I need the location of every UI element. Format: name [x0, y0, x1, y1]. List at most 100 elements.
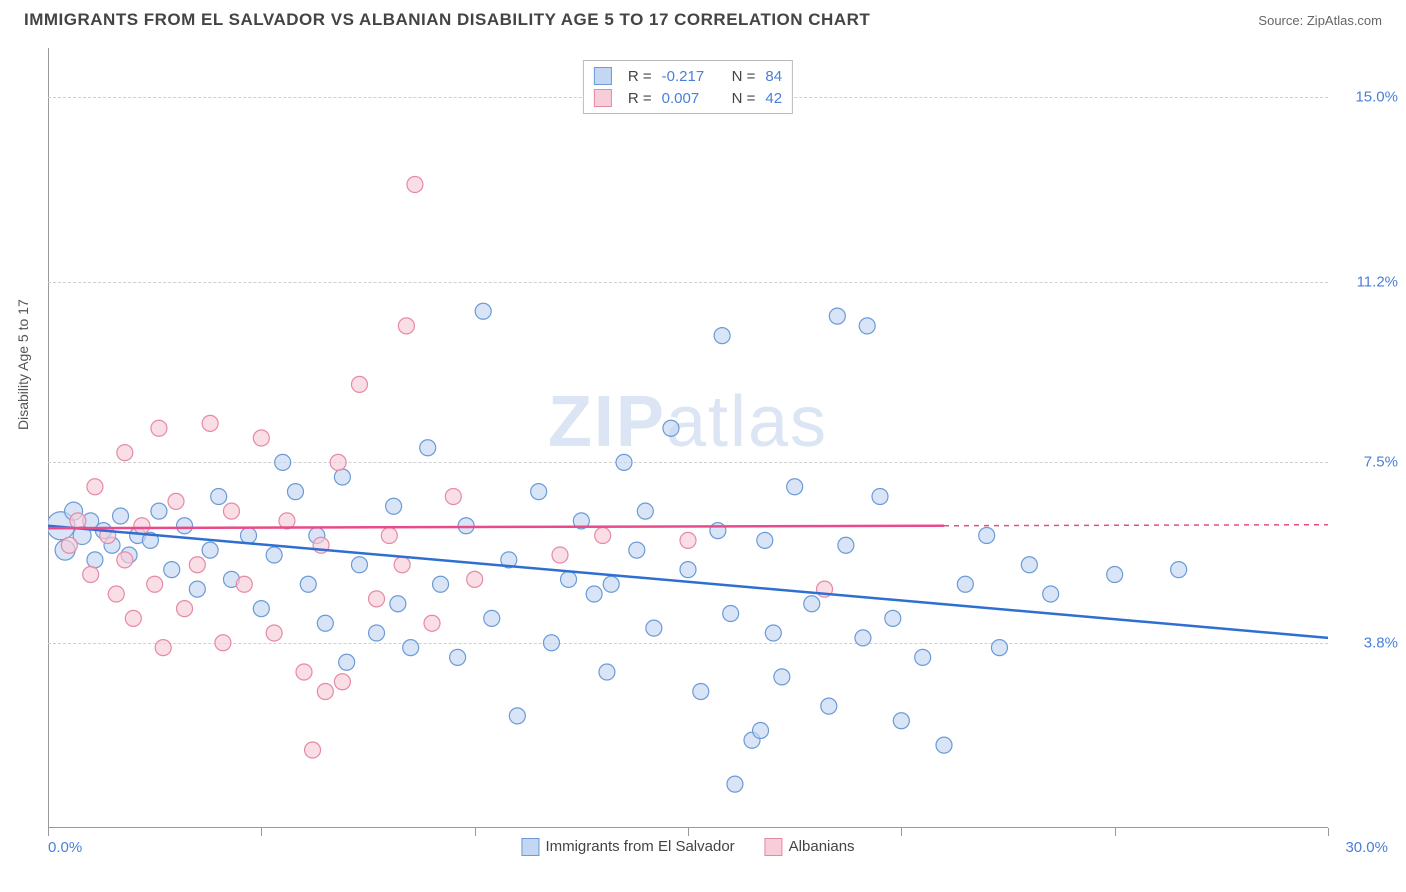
legend-swatch	[594, 89, 612, 107]
data-point-el_salvador	[83, 513, 99, 529]
data-point-albanians	[253, 430, 269, 446]
data-point-el_salvador	[339, 654, 355, 670]
chart-area: ZIPatlas 15.0%11.2%7.5%3.8% 0.0% 30.0% I…	[48, 48, 1328, 828]
x-tick	[1328, 828, 1329, 836]
data-point-el_salvador	[48, 512, 75, 540]
data-point-albanians	[313, 537, 329, 553]
data-point-el_salvador	[757, 532, 773, 548]
data-point-albanians	[817, 581, 833, 597]
watermark: ZIPatlas	[548, 381, 828, 463]
data-point-el_salvador	[369, 625, 385, 641]
data-point-albanians	[87, 479, 103, 495]
correlation-legend: R = -0.217N = 84R = 0.007N = 42	[583, 60, 793, 114]
data-point-el_salvador	[629, 542, 645, 558]
data-point-albanians	[266, 625, 282, 641]
r-label: R =	[628, 68, 652, 85]
x-tick	[901, 828, 902, 836]
data-point-el_salvador	[603, 576, 619, 592]
source-attribution: Source: ZipAtlas.com	[1258, 13, 1382, 28]
data-point-el_salvador	[151, 503, 167, 519]
data-point-el_salvador	[509, 708, 525, 724]
data-point-albanians	[394, 557, 410, 573]
data-point-el_salvador	[287, 484, 303, 500]
data-point-albanians	[680, 532, 696, 548]
data-point-el_salvador	[73, 527, 91, 545]
data-point-el_salvador	[637, 503, 653, 519]
data-point-albanians	[134, 518, 150, 534]
data-point-albanians	[595, 528, 611, 544]
data-point-albanians	[61, 537, 77, 553]
y-tick-label: 7.5%	[1364, 454, 1398, 471]
legend-item: Albanians	[765, 838, 855, 856]
data-point-el_salvador	[804, 596, 820, 612]
data-point-el_salvador	[433, 576, 449, 592]
legend-swatch	[594, 67, 612, 85]
data-point-el_salvador	[390, 596, 406, 612]
gridline	[48, 462, 1328, 463]
data-point-albanians	[189, 557, 205, 573]
data-point-el_salvador	[450, 649, 466, 665]
legend-label: Albanians	[789, 838, 855, 855]
data-point-el_salvador	[223, 571, 239, 587]
data-point-albanians	[279, 513, 295, 529]
data-point-albanians	[70, 513, 86, 529]
legend-item: Immigrants from El Salvador	[521, 838, 734, 856]
data-point-el_salvador	[211, 489, 227, 505]
data-point-el_salvador	[202, 542, 218, 558]
data-point-el_salvador	[334, 469, 350, 485]
data-point-el_salvador	[130, 528, 146, 544]
r-value: 0.007	[662, 90, 722, 107]
data-point-el_salvador	[693, 684, 709, 700]
data-point-el_salvador	[121, 547, 137, 563]
x-tick	[688, 828, 689, 836]
trend-line-albanians	[48, 526, 944, 528]
data-point-albanians	[125, 610, 141, 626]
data-point-el_salvador	[723, 606, 739, 622]
data-point-el_salvador	[95, 523, 111, 539]
data-point-albanians	[177, 601, 193, 617]
data-point-albanians	[83, 567, 99, 583]
data-point-el_salvador	[1021, 557, 1037, 573]
n-label: N =	[732, 68, 756, 85]
data-point-el_salvador	[787, 479, 803, 495]
data-point-el_salvador	[189, 581, 205, 597]
data-point-el_salvador	[484, 610, 500, 626]
data-point-el_salvador	[957, 576, 973, 592]
data-point-el_salvador	[586, 586, 602, 602]
r-value: -0.217	[662, 68, 722, 85]
data-point-el_salvador	[893, 713, 909, 729]
data-point-el_salvador	[727, 776, 743, 792]
x-tick	[1115, 828, 1116, 836]
data-point-el_salvador	[663, 420, 679, 436]
data-point-el_salvador	[710, 523, 726, 539]
data-point-el_salvador	[531, 484, 547, 500]
data-point-el_salvador	[646, 620, 662, 636]
n-value: 42	[765, 90, 782, 107]
data-point-albanians	[168, 493, 184, 509]
data-point-el_salvador	[420, 440, 436, 456]
data-point-albanians	[381, 528, 397, 544]
data-point-el_salvador	[475, 303, 491, 319]
data-point-el_salvador	[104, 537, 120, 553]
r-label: R =	[628, 90, 652, 107]
n-value: 84	[765, 68, 782, 85]
data-point-el_salvador	[309, 528, 325, 544]
source-link[interactable]: ZipAtlas.com	[1307, 13, 1382, 28]
data-point-el_salvador	[1043, 586, 1059, 602]
data-point-albanians	[236, 576, 252, 592]
data-point-albanians	[223, 503, 239, 519]
data-point-el_salvador	[979, 528, 995, 544]
data-point-albanians	[317, 684, 333, 700]
data-point-el_salvador	[458, 518, 474, 534]
legend-swatch	[765, 838, 783, 856]
data-point-albanians	[334, 674, 350, 690]
data-point-el_salvador	[838, 537, 854, 553]
data-point-albanians	[351, 376, 367, 392]
data-point-el_salvador	[573, 513, 589, 529]
data-point-el_salvador	[1171, 562, 1187, 578]
data-point-el_salvador	[351, 557, 367, 573]
data-point-el_salvador	[253, 601, 269, 617]
data-point-el_salvador	[241, 528, 257, 544]
data-point-el_salvador	[680, 562, 696, 578]
data-point-albanians	[398, 318, 414, 334]
